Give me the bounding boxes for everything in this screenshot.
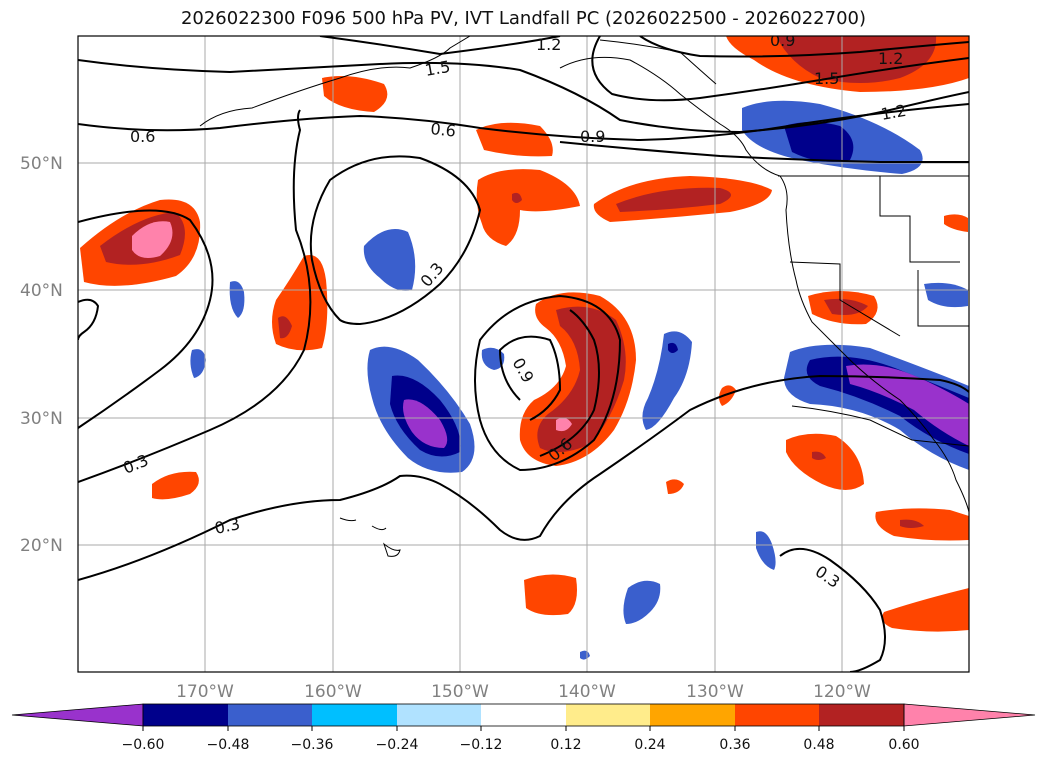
colorbar-tick-label: 0.48	[803, 737, 834, 753]
colorbar-segment	[819, 704, 904, 726]
coastlines	[199, 36, 969, 557]
colorbar-tick-label: 0.12	[550, 737, 581, 753]
longitude-labels: 170°W 160°W 150°W 140°W 130°W 120°W	[176, 682, 871, 702]
lon-label: 150°W	[431, 682, 489, 702]
lat-label: 20°N	[20, 536, 63, 556]
contour-label: 1.5	[423, 57, 451, 80]
colorbar-tick-label: −0.60	[122, 737, 165, 753]
colorbar-segment	[650, 704, 735, 726]
colorbar-tick-label: −0.12	[460, 737, 503, 753]
colorbar-segment	[228, 704, 312, 726]
contour-label: 1.2	[879, 101, 907, 124]
colorbar-segment	[481, 704, 566, 726]
lon-label: 170°W	[176, 682, 234, 702]
contour-label: 1.2	[878, 49, 903, 68]
colorbar-segment	[312, 704, 397, 726]
lon-label: 130°W	[686, 682, 744, 702]
colorbar-tick-label: −0.48	[207, 737, 250, 753]
colorbar-extend-left	[11, 703, 144, 727]
pv-contours	[78, 36, 969, 672]
map-title: 2026022300 F096 500 hPa PV, IVT Landfall…	[180, 8, 867, 29]
colorbar-tick-label: −0.24	[376, 737, 419, 753]
contour-label: 0.6	[130, 127, 155, 146]
contour-label: 0.9	[580, 127, 605, 146]
lon-label: 140°W	[558, 682, 616, 702]
lat-label: 30°N	[20, 409, 63, 429]
colorbar-segment	[735, 704, 819, 726]
lat-label: 40°N	[20, 281, 63, 301]
colorbar-segment	[143, 704, 228, 726]
lat-label: 50°N	[20, 154, 63, 174]
contour-label: 1.2	[536, 35, 561, 54]
contour-label: 0.6	[430, 119, 457, 141]
colorbar-tick-label: 0.24	[634, 737, 665, 753]
colorbar: −0.60 −0.48 −0.36 −0.24 −0.12 0.12 0.24 …	[11, 703, 1036, 753]
contour-label: 0.3	[213, 514, 242, 538]
colorbar-extend-right	[903, 703, 1036, 727]
gridlines	[78, 36, 969, 672]
colorbar-tick-label: 0.60	[888, 737, 919, 753]
lon-label: 160°W	[304, 682, 362, 702]
map-frame	[77, 35, 970, 673]
colorbar-segment	[566, 704, 650, 726]
lon-label: 120°W	[813, 682, 871, 702]
latitude-labels: 50°N 40°N 30°N 20°N	[20, 154, 63, 556]
contour-label: 0.9	[770, 31, 795, 50]
colorbar-segment	[397, 704, 481, 726]
contour-label: 1.5	[814, 69, 839, 88]
colorbar-tick-label: −0.36	[291, 737, 334, 753]
shading-layer	[80, 36, 969, 660]
map-panel: 1.2 1.5 0.9 1.5 1.2 0.6 0.6 0.9 1.2 0.3 …	[78, 31, 969, 672]
colorbar-tick-label: 0.36	[719, 737, 750, 753]
